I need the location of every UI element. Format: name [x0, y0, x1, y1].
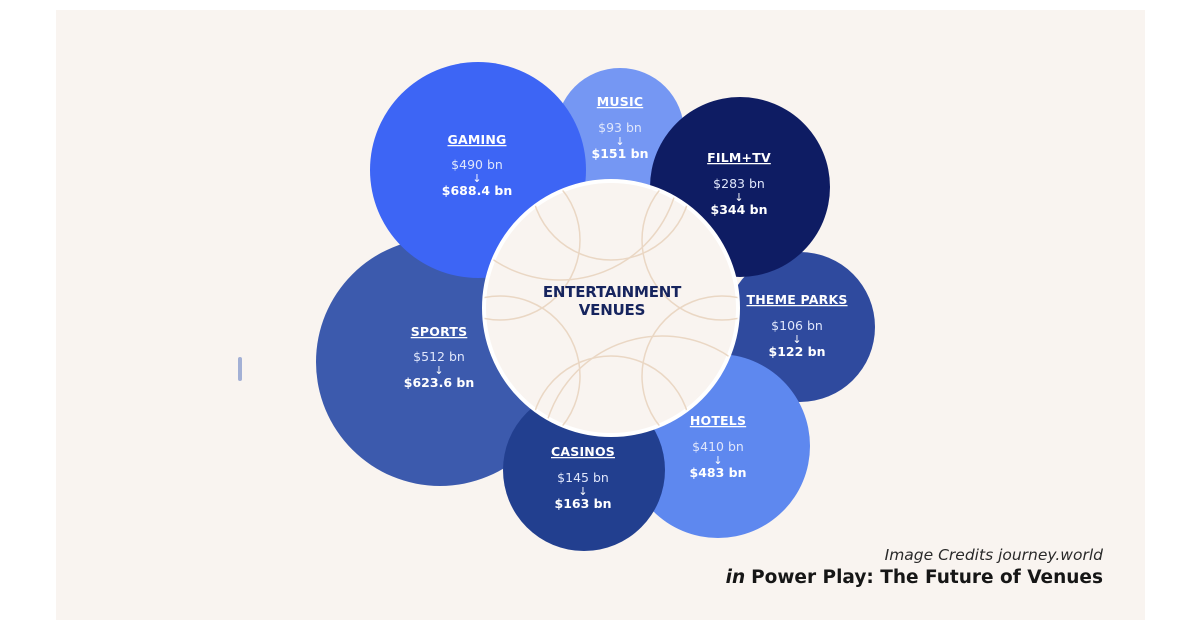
segment-title: SPORTS [411, 324, 468, 339]
down-arrow-icon: ↓ [713, 454, 722, 467]
segment-title: THEME PARKS [746, 292, 847, 307]
segment-value-to: $344 bn [711, 202, 768, 217]
segment-value-from: $283 bn [713, 176, 765, 191]
center-label-line-2: VENUES [579, 301, 645, 319]
segment-casinos: CASINOS $145 bn ↓ $163 bn [551, 444, 615, 511]
segment-title: MUSIC [597, 94, 643, 109]
segment-value-from: $410 bn [692, 439, 744, 454]
segment-value-from: $512 bn [413, 349, 465, 364]
segment-title: HOTELS [690, 413, 746, 428]
down-arrow-icon: ↓ [434, 364, 443, 377]
edge-mark [238, 357, 242, 381]
down-arrow-icon: ↓ [472, 172, 481, 185]
segment-value-from: $145 bn [557, 470, 609, 485]
image-credit: Image Credits journey.world [884, 546, 1103, 564]
segment-value-to: $688.4 bn [442, 183, 512, 198]
segment-value-to: $122 bn [769, 344, 826, 359]
center-label-line-1: ENTERTAINMENT [543, 283, 682, 301]
segment-value-from: $106 bn [771, 318, 823, 333]
circle-music [556, 68, 684, 196]
segment-value-from: $93 bn [598, 120, 642, 135]
segment-hotels: HOTELS $410 bn ↓ $483 bn [690, 413, 747, 480]
segment-value-to: $151 bn [592, 146, 649, 161]
down-arrow-icon: ↓ [734, 191, 743, 204]
report-title: Power Play: The Future of Venues [751, 567, 1103, 588]
segment-title: GAMING [448, 132, 507, 147]
segment-music: MUSIC $93 bn ↓ $151 bn [592, 94, 649, 161]
segment-theme-parks: THEME PARKS $106 bn ↓ $122 bn [746, 292, 847, 359]
down-arrow-icon: ↓ [615, 135, 624, 148]
segment-title: CASINOS [551, 444, 615, 459]
down-arrow-icon: ↓ [792, 333, 801, 346]
segment-title: FILM+TV [707, 150, 771, 165]
segment-value-from: $490 bn [451, 157, 503, 172]
segment-value-to: $623.6 bn [404, 375, 474, 390]
source-title: in Power Play: The Future of Venues [726, 567, 1103, 588]
source-in-word: in [725, 567, 746, 588]
segment-value-to: $483 bn [690, 465, 747, 480]
segment-film-tv: FILM+TV $283 bn ↓ $344 bn [707, 150, 771, 217]
down-arrow-icon: ↓ [578, 485, 587, 498]
circle-theme-parks [725, 252, 875, 402]
segment-value-to: $163 bn [555, 496, 612, 511]
segment-gaming: GAMING $490 bn ↓ $688.4 bn [442, 132, 512, 198]
center-circle [482, 179, 740, 437]
center-pattern [484, 181, 738, 435]
segment-sports: SPORTS $512 bn ↓ $623.6 bn [404, 324, 474, 390]
